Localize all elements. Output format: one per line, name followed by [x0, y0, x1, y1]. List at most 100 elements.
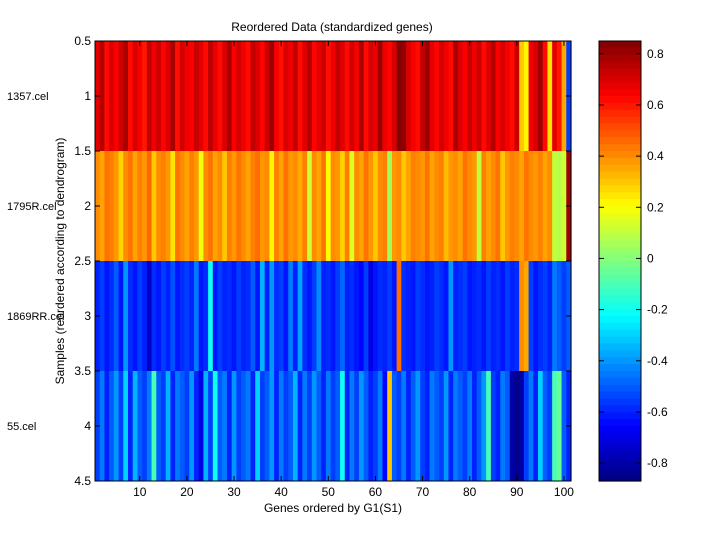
heatmap-cell — [264, 41, 270, 152]
heatmap-cell — [467, 371, 473, 482]
colorbar-step — [599, 247, 641, 255]
heatmap-cell — [184, 261, 190, 372]
heatmap-cell — [467, 261, 473, 372]
heatmap-cell — [523, 41, 530, 152]
colorbar-step — [599, 47, 641, 56]
colorbar-step — [599, 419, 641, 427]
heatmap-cell — [109, 371, 115, 482]
heatmap-cell — [325, 151, 332, 262]
colorbar-tick-label: 0.6 — [647, 98, 664, 112]
heatmap-cell — [156, 41, 162, 152]
heatmap-cell — [410, 371, 417, 482]
heatmap-cell — [259, 41, 266, 152]
heatmap-cell — [217, 41, 223, 152]
heatmap-cell — [302, 41, 308, 152]
heatmap-cell — [288, 261, 294, 372]
colorbar-step — [599, 61, 641, 70]
heatmap-cell — [363, 371, 369, 482]
heatmap-cell — [401, 151, 407, 262]
heatmap-cell — [406, 371, 412, 482]
colorbar-step — [599, 151, 641, 159]
heatmap-cell — [344, 371, 351, 482]
heatmap-cell — [505, 151, 511, 262]
heatmap-cell — [151, 261, 157, 372]
heatmap-cell — [113, 151, 120, 262]
x-tick-label: 90 — [510, 485, 524, 499]
heatmap-cell — [307, 41, 313, 152]
colorbar-step — [599, 89, 641, 97]
heatmap-cell — [533, 261, 539, 372]
heatmap-cell — [439, 41, 445, 152]
heatmap-cell — [538, 371, 544, 482]
heatmap-cell — [127, 261, 134, 372]
heatmap-cell — [472, 41, 478, 152]
heatmap-cell — [467, 41, 473, 152]
heatmap-cell — [212, 151, 219, 262]
heatmap-cell — [481, 261, 487, 372]
heatmap-cell — [514, 371, 520, 482]
colorbar-step — [599, 254, 641, 262]
heatmap-cell — [302, 151, 308, 262]
heatmap-cell — [283, 261, 289, 372]
heatmap-cell — [109, 151, 115, 262]
heatmap-cell — [184, 41, 190, 152]
heatmap-cell — [448, 151, 454, 262]
heatmap-cell — [373, 151, 379, 262]
heatmap-cell — [255, 41, 261, 152]
sample-labels: 1357.cel 1795R.cel 1869RR.cel 55.cel — [7, 91, 64, 433]
heatmap-cell — [142, 151, 148, 262]
heatmap-cell — [118, 151, 124, 262]
heatmap-cell — [401, 261, 407, 372]
colorbar-step — [599, 261, 641, 269]
colorbar-step — [599, 343, 641, 351]
heatmap-cell — [123, 41, 129, 152]
heatmap-cell — [104, 371, 110, 482]
heatmap-cell — [410, 41, 417, 152]
heatmap-cell — [146, 371, 153, 482]
heatmap-cell — [226, 41, 233, 152]
heatmap-cell — [241, 261, 247, 372]
heatmap-cell — [212, 261, 219, 372]
heatmap-cell — [311, 151, 318, 262]
heatmap-cell — [443, 261, 450, 372]
heatmap-cell — [453, 261, 459, 372]
heatmap-cell — [519, 41, 525, 152]
heatmap-cell — [382, 151, 388, 262]
heatmap-cell — [259, 371, 266, 482]
heatmap-cell — [292, 151, 299, 262]
heatmap-cell — [340, 41, 346, 152]
heatmap-cell — [123, 371, 129, 482]
heatmap-cell — [434, 371, 440, 482]
heatmap-cell — [118, 41, 124, 152]
colorbar-step — [599, 267, 641, 276]
heatmap-cell — [330, 41, 336, 152]
heatmap-cell — [179, 371, 186, 482]
heatmap-cell — [505, 261, 511, 372]
heatmap-cell — [259, 261, 266, 372]
heatmap-cell — [533, 41, 539, 152]
heatmap-cell — [424, 41, 431, 152]
heatmap-cell — [481, 371, 487, 482]
heatmap-cell — [99, 261, 106, 372]
heatmap-cell — [231, 261, 237, 372]
heatmap-cell — [358, 41, 365, 152]
colorbar-step — [599, 144, 641, 152]
colorbar-step — [599, 96, 641, 104]
heatmap-cell — [250, 371, 256, 482]
heatmap-cell — [453, 371, 459, 482]
heatmap-cell — [396, 41, 402, 152]
colorbar-step — [599, 116, 641, 125]
heatmap-cell — [142, 41, 148, 152]
heatmap-cell — [132, 371, 139, 482]
colorbar-tick-label: -0.8 — [647, 456, 668, 470]
heatmap-cell — [429, 371, 435, 482]
heatmap-cell — [523, 371, 530, 482]
heatmap-cell — [179, 151, 186, 262]
colorbar-step — [599, 412, 641, 420]
y-tick-labels: 0.5 1 1.5 2 2.5 3 3.5 4 4.5 — [74, 34, 91, 488]
heatmap-cell — [547, 261, 553, 372]
heatmap-cell — [439, 261, 445, 372]
colorbar-step — [599, 274, 641, 283]
heatmap-cell — [434, 151, 440, 262]
heatmap-cell — [490, 41, 497, 152]
